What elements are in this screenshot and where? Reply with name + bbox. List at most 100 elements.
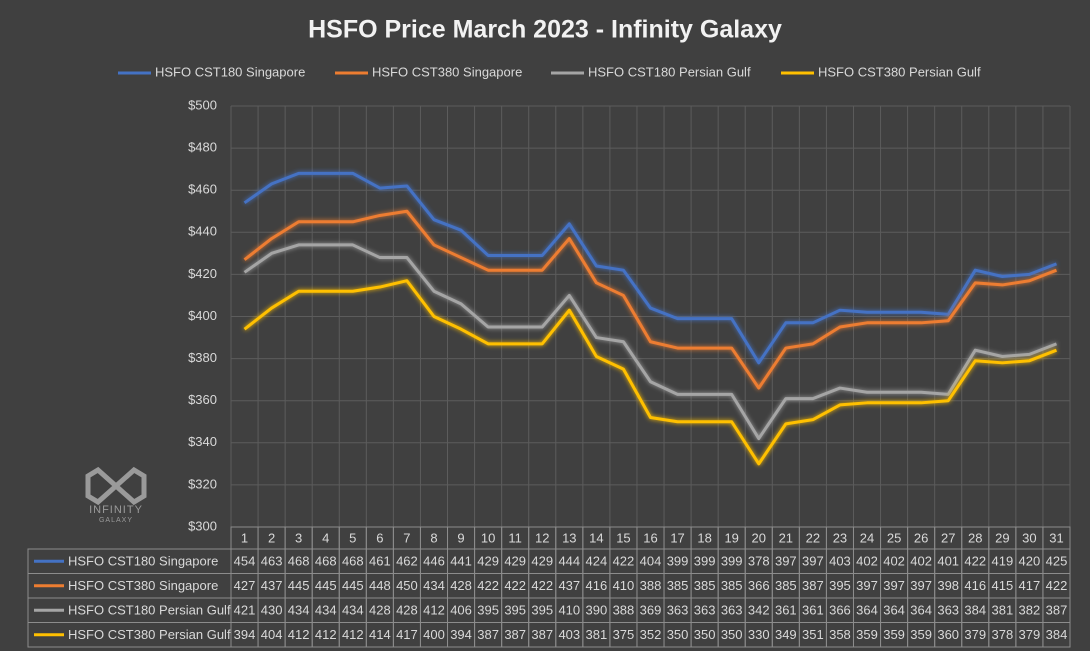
logo: INFINITY GALAXY <box>85 466 147 524</box>
table-value: 422 <box>477 578 499 593</box>
table-value: 445 <box>288 578 310 593</box>
table-value: 441 <box>450 554 472 569</box>
table-value: 330 <box>748 627 770 642</box>
table-value: 427 <box>234 578 256 593</box>
x-tick-label: 28 <box>968 530 982 545</box>
table-value: 422 <box>613 554 635 569</box>
table-value: 385 <box>694 578 716 593</box>
table-value: 406 <box>450 603 472 618</box>
table-value: 448 <box>369 578 391 593</box>
table-value: 359 <box>856 627 878 642</box>
table-value: 419 <box>991 554 1013 569</box>
series-line <box>243 209 1058 390</box>
table-value: 434 <box>288 603 310 618</box>
table-value: 375 <box>613 627 635 642</box>
table-value: 366 <box>748 578 770 593</box>
table-value: 461 <box>369 554 391 569</box>
table-row-label: HSFO CST380 Singapore <box>68 578 218 593</box>
table-value: 397 <box>910 578 932 593</box>
table-value: 395 <box>477 603 499 618</box>
table-value: 403 <box>829 554 851 569</box>
x-tick-label: 10 <box>481 530 495 545</box>
table-value: 463 <box>261 554 283 569</box>
x-tick-label: 21 <box>779 530 793 545</box>
table-value: 366 <box>829 603 851 618</box>
table-value: 417 <box>1019 578 1041 593</box>
x-tick-label: 11 <box>508 530 522 545</box>
table-value: 445 <box>342 578 364 593</box>
table-value: 364 <box>856 603 878 618</box>
table-value: 410 <box>558 603 580 618</box>
table-value: 350 <box>667 627 689 642</box>
table-value: 400 <box>423 627 445 642</box>
table-value: 363 <box>721 603 743 618</box>
y-tick-label: $320 <box>188 476 217 491</box>
table-value: 416 <box>964 578 986 593</box>
table-value: 424 <box>586 554 608 569</box>
table-value: 360 <box>937 627 959 642</box>
table-value: 394 <box>450 627 472 642</box>
x-tick-label: 31 <box>1049 530 1063 545</box>
y-tick-label: $480 <box>188 140 217 155</box>
table-cell <box>1042 622 1071 648</box>
table-value: 422 <box>964 554 986 569</box>
table-value: 429 <box>531 554 553 569</box>
table-value: 434 <box>342 603 364 618</box>
x-tick-label: 2 <box>268 530 275 545</box>
y-tick-label: $340 <box>188 434 217 449</box>
table-value: 450 <box>396 578 418 593</box>
x-tick-label: 27 <box>941 530 955 545</box>
table-value: 381 <box>586 627 608 642</box>
logo-text: INFINITY <box>89 504 143 516</box>
table-value: 429 <box>477 554 499 569</box>
table-value: 428 <box>450 578 472 593</box>
table-value: 381 <box>991 603 1013 618</box>
x-tick-label: 16 <box>643 530 657 545</box>
table-value: 437 <box>261 578 283 593</box>
x-tick-label: 3 <box>295 530 302 545</box>
table-value: 363 <box>667 603 689 618</box>
legend-label: HSFO CST180 Singapore <box>155 64 305 79</box>
table-value: 417 <box>396 627 418 642</box>
y-tick-label: $440 <box>188 224 217 239</box>
table-value: 462 <box>396 554 418 569</box>
table-value: 444 <box>558 554 580 569</box>
table-value: 395 <box>531 603 553 618</box>
table-value: 387 <box>531 627 553 642</box>
table-value: 404 <box>261 627 283 642</box>
y-tick-label: $420 <box>188 266 217 281</box>
table-value: 437 <box>558 578 580 593</box>
table-value: 428 <box>396 603 418 618</box>
logo-icon <box>85 466 147 506</box>
table-value: 350 <box>694 627 716 642</box>
table-value: 364 <box>883 603 905 618</box>
x-tick-label: 26 <box>914 530 928 545</box>
table-value: 412 <box>342 627 364 642</box>
table-value: 445 <box>315 578 337 593</box>
table-value: 387 <box>477 627 499 642</box>
x-tick-label: 4 <box>322 530 329 545</box>
table-value: 420 <box>1019 554 1041 569</box>
legend-label: HSFO CST380 Persian Gulf <box>818 64 981 79</box>
x-tick-label: 9 <box>457 530 464 545</box>
table-value: 404 <box>640 554 662 569</box>
x-tick-label: 15 <box>616 530 630 545</box>
table-value: 399 <box>667 554 689 569</box>
y-tick-label: $400 <box>188 308 217 323</box>
table-value: 402 <box>883 554 905 569</box>
table-value: 412 <box>288 627 310 642</box>
table-value: 359 <box>883 627 905 642</box>
x-tick-label: 19 <box>724 530 738 545</box>
legend-label: HSFO CST180 Persian Gulf <box>588 64 751 79</box>
table-value: 401 <box>937 554 959 569</box>
x-tick-label: 6 <box>376 530 383 545</box>
x-tick-label: 22 <box>806 530 820 545</box>
table-row-label: HSFO CST180 Persian Gulf <box>68 603 231 618</box>
table-value: 397 <box>775 554 797 569</box>
table-value: 382 <box>1019 603 1041 618</box>
table-value: 385 <box>721 578 743 593</box>
table-value: 422 <box>1046 578 1068 593</box>
table-value: 384 <box>1046 627 1068 642</box>
table-value: 363 <box>694 603 716 618</box>
table-value: 361 <box>802 603 824 618</box>
